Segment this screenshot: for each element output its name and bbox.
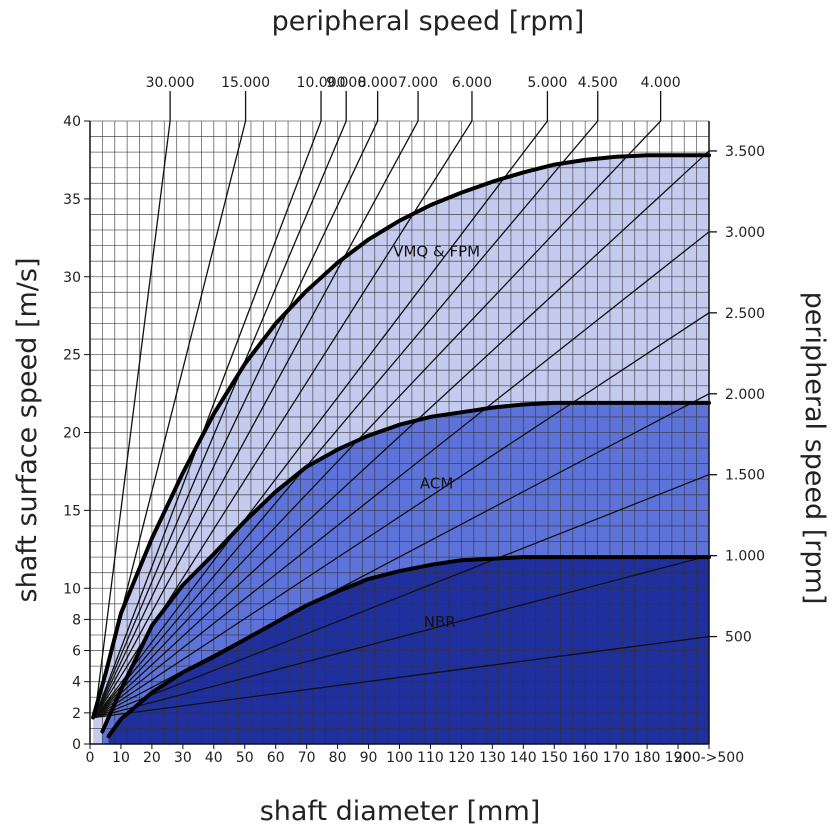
rpm-line-10000 xyxy=(94,120,322,718)
rpm-line-1000 xyxy=(94,555,710,719)
x-tick-label: 160 xyxy=(572,750,599,766)
x-tick-label: 70 xyxy=(298,750,316,766)
x-axis-title: shaft diameter [mm] xyxy=(260,796,541,827)
rpm-line-9000 xyxy=(94,120,347,718)
x-tick-label: 40 xyxy=(205,750,223,766)
axes-layer xyxy=(84,120,710,749)
rpm-label-3500: 3.500 xyxy=(725,144,765,160)
y-tick-label: 30 xyxy=(63,270,81,286)
rpm-line-500 xyxy=(94,635,710,719)
x-tick-label: 10 xyxy=(112,750,130,766)
rpm-label-4500: 4.500 xyxy=(578,75,618,91)
rpm-label-2500: 2.500 xyxy=(725,306,765,322)
limit-curve-3 xyxy=(106,555,711,739)
rpm-label-1000: 1.000 xyxy=(725,549,765,565)
rpm-line-5000 xyxy=(94,120,548,718)
x-tick-label: 50 xyxy=(236,750,254,766)
rpm-label-30000: 30.000 xyxy=(146,75,195,91)
rpm-label-500: 500 xyxy=(725,630,752,646)
rpm-label-7000: 7.000 xyxy=(398,75,438,91)
y-tick-label: 4 xyxy=(72,675,81,691)
x-tick-label: 130 xyxy=(479,750,506,766)
y-tick-label: 6 xyxy=(72,644,81,660)
x-tick-label: 200->500 xyxy=(674,750,744,766)
x-tick-label: 140 xyxy=(510,750,537,766)
y-tick-label: 15 xyxy=(63,503,81,519)
y-tick-label: 25 xyxy=(63,348,81,364)
y-tick-label: 0 xyxy=(72,737,81,753)
rpm-label-10000: 10.000 xyxy=(297,75,346,91)
x-tick-label: 0 xyxy=(86,750,95,766)
x-tick-label: 180 xyxy=(634,750,661,766)
rpm-line-7000 xyxy=(94,120,419,718)
x-tick-label: 150 xyxy=(541,750,568,766)
rpm-label-2000: 2.000 xyxy=(725,387,765,403)
rpm-line-30000 xyxy=(93,120,171,718)
x-tick-label: 100 xyxy=(386,750,413,766)
rpm-line-3000 xyxy=(94,231,710,719)
rpm-label-6000: 6.000 xyxy=(452,75,492,91)
rpm-label-3000: 3.000 xyxy=(725,225,765,241)
top-title: peripheral speed [rpm] xyxy=(272,6,585,37)
limit-curve-2 xyxy=(100,400,711,734)
rpm-line-1500 xyxy=(94,474,710,719)
y-tick-label: 40 xyxy=(63,114,81,130)
x-tick-label: 190 xyxy=(665,750,692,766)
y-tick-label: 10 xyxy=(63,581,81,597)
y-axis-title: shaft surface speed [m/s] xyxy=(12,258,43,603)
grid-layer xyxy=(89,120,710,745)
rpm-label-1500: 1.500 xyxy=(725,468,765,484)
limit-curves-layer xyxy=(91,153,711,739)
y-tick-label: 35 xyxy=(63,192,81,208)
rpm-line-8000 xyxy=(94,120,379,718)
region-label-3: NBR xyxy=(424,613,456,631)
rpm-label-5000: 5.000 xyxy=(527,75,567,91)
x-tick-label: 80 xyxy=(329,750,347,766)
region-label-2: ACM xyxy=(420,475,453,493)
x-tick-label: 20 xyxy=(143,750,161,766)
limit-curve-1 xyxy=(91,153,711,720)
y-tick-label: 20 xyxy=(63,426,81,442)
rpm-line-4000 xyxy=(94,120,662,718)
x-tick-label: 60 xyxy=(267,750,285,766)
right-axis-title: peripheral speed [rpm] xyxy=(799,292,830,605)
y-tick-label: 2 xyxy=(72,706,81,722)
x-tick-label: 90 xyxy=(360,750,378,766)
rpm-line-2500 xyxy=(94,312,710,719)
rpm-label-4000: 4.000 xyxy=(641,75,681,91)
x-tick-label: 120 xyxy=(448,750,475,766)
y-tick-label: 8 xyxy=(72,612,81,628)
x-tick-label: 110 xyxy=(417,750,444,766)
rpm-label-8000: 8.000 xyxy=(358,75,398,91)
rpm-line-3500 xyxy=(94,150,710,719)
rpm-label-9000: 9.000 xyxy=(326,75,366,91)
x-tick-label: 30 xyxy=(174,750,192,766)
region-label-1: VMQ & FPM xyxy=(393,243,480,261)
rpm-label-15000: 15.000 xyxy=(221,75,270,91)
rpm-line-4500 xyxy=(94,120,599,718)
x-tick-label: 170 xyxy=(603,750,630,766)
